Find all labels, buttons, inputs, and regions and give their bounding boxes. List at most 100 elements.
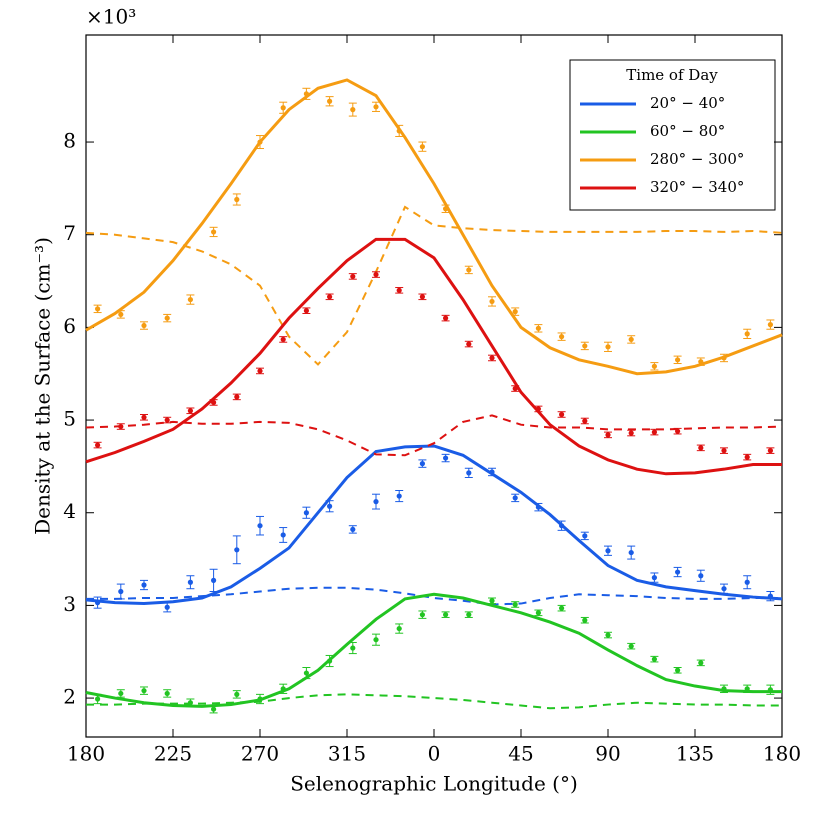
data-point [303, 670, 309, 676]
data-point [721, 686, 727, 692]
data-point [675, 357, 681, 363]
data-point [512, 495, 518, 501]
data-point [466, 267, 472, 273]
data-point [628, 643, 634, 649]
data-point [698, 359, 704, 365]
data-point [303, 510, 309, 516]
data-point [118, 588, 124, 595]
data-point [280, 105, 286, 111]
data-point [767, 322, 774, 328]
data-point [327, 98, 333, 104]
data-point [721, 448, 727, 454]
model-line [85, 237, 782, 476]
data-point [164, 690, 170, 697]
data-point [535, 610, 542, 616]
data-point [303, 91, 309, 97]
data-point [466, 341, 472, 347]
data-point [466, 612, 472, 618]
data-point [95, 696, 101, 702]
data-point [512, 601, 518, 608]
data-point [141, 414, 147, 420]
x-tick-label: 0 [428, 742, 441, 766]
data-point [512, 385, 518, 392]
data-point [211, 399, 217, 406]
data-point [95, 600, 101, 606]
data-point [721, 586, 727, 592]
x-axis-label: Selenographic Longitude (°) [290, 772, 578, 796]
dashed-line [85, 205, 783, 366]
data-point [187, 700, 193, 706]
legend-label: 20° − 40° [650, 94, 725, 112]
data-point [373, 637, 379, 643]
x-tick-label: 90 [595, 742, 620, 766]
data-point [350, 645, 356, 651]
data-point [744, 331, 750, 337]
data-point [419, 294, 425, 300]
data-point [489, 355, 495, 361]
data-point [234, 691, 240, 697]
data-point [744, 579, 750, 585]
data-point [257, 523, 263, 529]
data-point [605, 548, 611, 554]
data-point [211, 577, 217, 583]
y-axis-label: Density at the Surface (cm⁻³) [31, 237, 55, 535]
data-point [489, 598, 495, 604]
data-point [396, 128, 402, 134]
y-tick-label: 3 [63, 592, 76, 616]
data-point [651, 363, 658, 369]
data-point [211, 706, 217, 712]
data-point [373, 271, 379, 278]
y-tick-label: 7 [63, 221, 76, 245]
data-point [373, 499, 379, 505]
model-line [85, 592, 782, 708]
data-point [767, 448, 774, 454]
legend-label: 320° − 340° [650, 178, 744, 196]
x-tick-label: 270 [241, 742, 279, 766]
data-point [396, 493, 402, 499]
data-point [211, 229, 217, 235]
x-tick-label: 315 [328, 742, 366, 766]
data-point [559, 411, 565, 418]
data-point [234, 394, 240, 400]
data-point [164, 604, 170, 610]
data-point [164, 417, 170, 423]
data-point [744, 686, 750, 692]
y-offset-label: ×10³ [86, 5, 136, 29]
model-line [85, 444, 783, 606]
x-tick-label: 135 [676, 742, 714, 766]
data-point [419, 461, 425, 467]
data-point [466, 470, 472, 476]
data-point [234, 196, 240, 203]
data-point [698, 573, 704, 579]
x-tick-label: 180 [763, 742, 801, 766]
model-line [85, 78, 783, 376]
data-point [327, 658, 333, 664]
data-point [118, 311, 124, 318]
data-point [257, 696, 263, 702]
data-point [373, 104, 379, 110]
data-point [141, 688, 147, 694]
data-point [535, 504, 542, 510]
data-point [605, 432, 611, 438]
dashed-line [86, 586, 782, 606]
y-tick-label: 6 [63, 314, 76, 338]
data-point [675, 569, 681, 575]
data-point [350, 273, 356, 280]
data-point [303, 308, 309, 314]
x-tick-label: 180 [67, 742, 105, 766]
data-point [582, 418, 588, 424]
data-point [767, 593, 774, 599]
data-point [605, 344, 611, 350]
data-point [257, 368, 263, 374]
x-tick-label: 225 [154, 742, 192, 766]
dashed-line [86, 693, 782, 710]
data-point [419, 144, 425, 150]
data-point [675, 428, 681, 434]
data-point [350, 526, 356, 533]
data-point [559, 334, 565, 340]
data-point [95, 442, 101, 448]
data-point [651, 575, 658, 581]
data-point [628, 336, 634, 343]
y-tick-label: 4 [63, 499, 76, 523]
legend-label: 60° − 80° [650, 122, 725, 140]
